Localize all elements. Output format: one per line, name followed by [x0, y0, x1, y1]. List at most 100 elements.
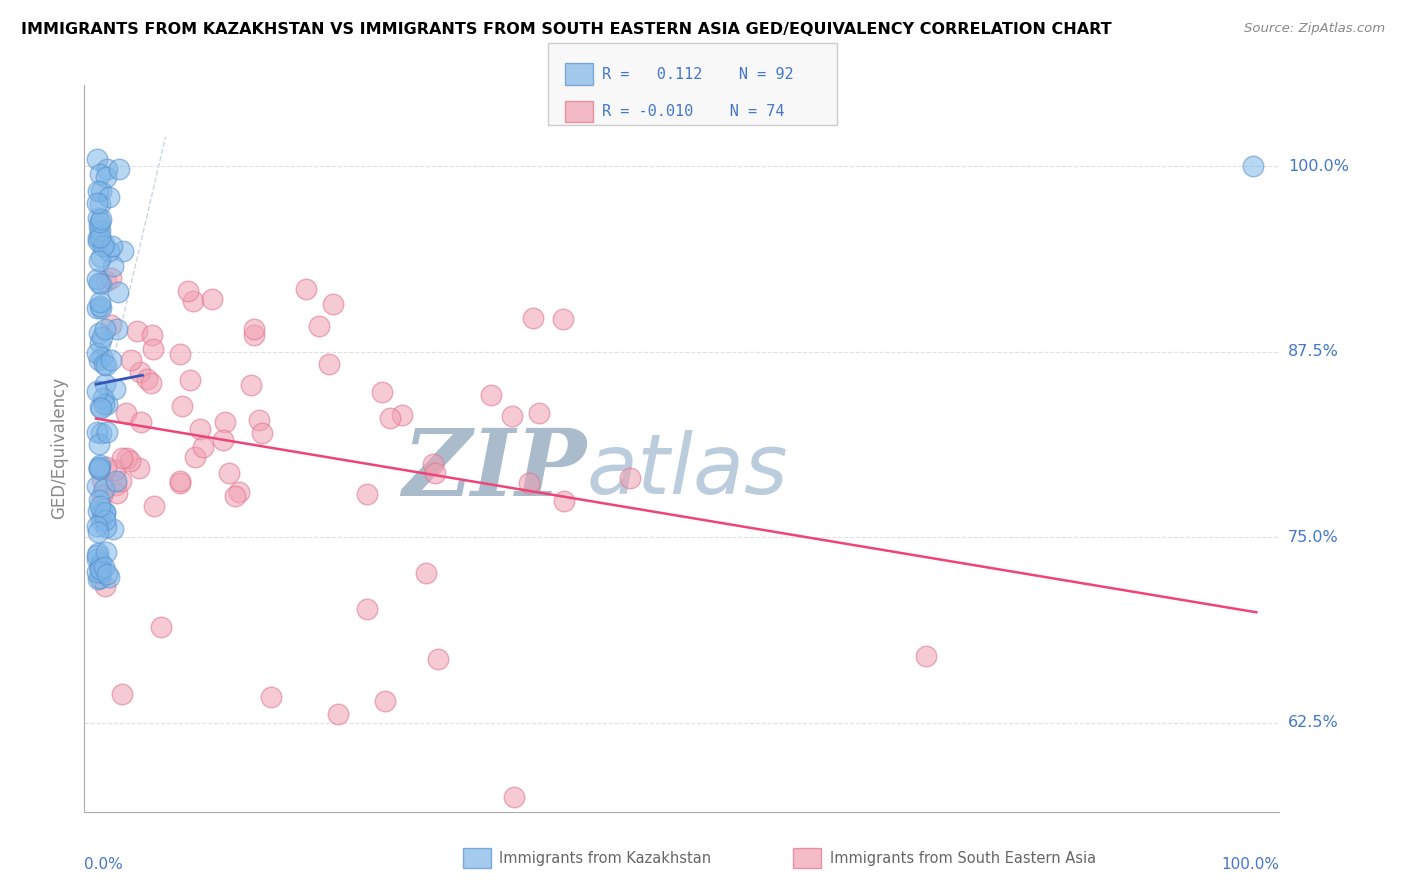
- Point: [86, 425, 108, 439]
- Point: [501, 409, 523, 423]
- Point: [318, 357, 340, 371]
- Text: 87.5%: 87.5%: [1288, 344, 1339, 359]
- Point: [326, 707, 349, 722]
- Point: [90, 401, 112, 415]
- Point: [149, 619, 172, 633]
- Point: [104, 383, 127, 397]
- Point: [94, 321, 117, 335]
- Point: [111, 687, 134, 701]
- Text: Immigrants from South Eastern Asia: Immigrants from South Eastern Asia: [830, 851, 1095, 865]
- Point: [90, 426, 112, 441]
- Point: [89, 458, 111, 472]
- Point: [89, 335, 111, 350]
- Point: [100, 270, 122, 285]
- Point: [169, 475, 191, 489]
- Point: [90, 301, 112, 315]
- Point: [87, 462, 110, 476]
- Point: [90, 488, 112, 502]
- Point: [184, 450, 207, 465]
- Text: Source: ZipAtlas.com: Source: ZipAtlas.com: [1244, 22, 1385, 36]
- Point: [87, 184, 110, 198]
- Point: [183, 294, 205, 309]
- Point: [87, 437, 110, 451]
- Point: [90, 514, 112, 528]
- Point: [105, 322, 128, 336]
- Point: [169, 476, 191, 491]
- Point: [142, 342, 165, 356]
- Point: [89, 560, 111, 574]
- Point: [247, 413, 270, 427]
- Point: [308, 318, 330, 333]
- Point: [294, 282, 316, 296]
- Point: [87, 492, 110, 507]
- Point: [93, 392, 115, 406]
- Point: [240, 377, 263, 392]
- Point: [87, 230, 110, 244]
- Point: [93, 513, 115, 527]
- Point: [87, 254, 110, 268]
- Text: 75.0%: 75.0%: [1288, 530, 1339, 545]
- Point: [111, 451, 134, 466]
- Point: [322, 297, 344, 311]
- Point: [214, 415, 236, 429]
- Text: 100.0%: 100.0%: [1288, 159, 1348, 174]
- Point: [356, 602, 378, 616]
- Point: [97, 244, 120, 258]
- Point: [90, 565, 112, 579]
- Point: [89, 276, 111, 290]
- Point: [243, 328, 266, 343]
- Point: [914, 649, 936, 664]
- Point: [170, 399, 193, 413]
- Point: [356, 486, 378, 500]
- Point: [179, 373, 201, 387]
- Point: [218, 466, 240, 480]
- Point: [250, 425, 273, 440]
- Point: [136, 372, 159, 386]
- Point: [87, 546, 110, 560]
- Point: [108, 162, 131, 177]
- Point: [93, 397, 115, 411]
- Point: [89, 219, 111, 233]
- Text: R = -0.010    N = 74: R = -0.010 N = 74: [602, 104, 785, 119]
- Text: atlas: atlas: [586, 430, 787, 510]
- Point: [86, 346, 108, 360]
- Point: [371, 384, 394, 399]
- Point: [619, 471, 641, 485]
- Point: [89, 167, 111, 181]
- Point: [90, 212, 112, 227]
- Point: [242, 321, 264, 335]
- Point: [94, 506, 117, 520]
- Point: [188, 422, 211, 436]
- Point: [96, 274, 118, 288]
- Point: [107, 285, 129, 300]
- Point: [89, 229, 111, 244]
- Point: [93, 357, 115, 371]
- Point: [86, 549, 108, 563]
- Text: ZIP: ZIP: [402, 425, 586, 515]
- Point: [427, 652, 450, 666]
- Point: [104, 463, 127, 477]
- Point: [422, 457, 444, 471]
- Point: [224, 488, 246, 502]
- Point: [211, 433, 233, 447]
- Point: [378, 410, 401, 425]
- Point: [87, 459, 110, 474]
- Point: [551, 311, 574, 326]
- Point: [107, 486, 129, 500]
- Point: [527, 406, 550, 420]
- Point: [94, 505, 117, 519]
- Point: [228, 484, 250, 499]
- Point: [89, 571, 111, 585]
- Point: [91, 239, 114, 253]
- Point: [522, 311, 544, 326]
- Point: [142, 499, 165, 513]
- Point: [90, 277, 112, 291]
- Point: [105, 475, 128, 489]
- Point: [91, 329, 114, 343]
- Text: 0.0%: 0.0%: [84, 857, 124, 871]
- Text: 62.5%: 62.5%: [1288, 715, 1339, 731]
- Point: [86, 384, 108, 399]
- Point: [553, 494, 575, 508]
- Point: [191, 440, 214, 454]
- Point: [200, 292, 222, 306]
